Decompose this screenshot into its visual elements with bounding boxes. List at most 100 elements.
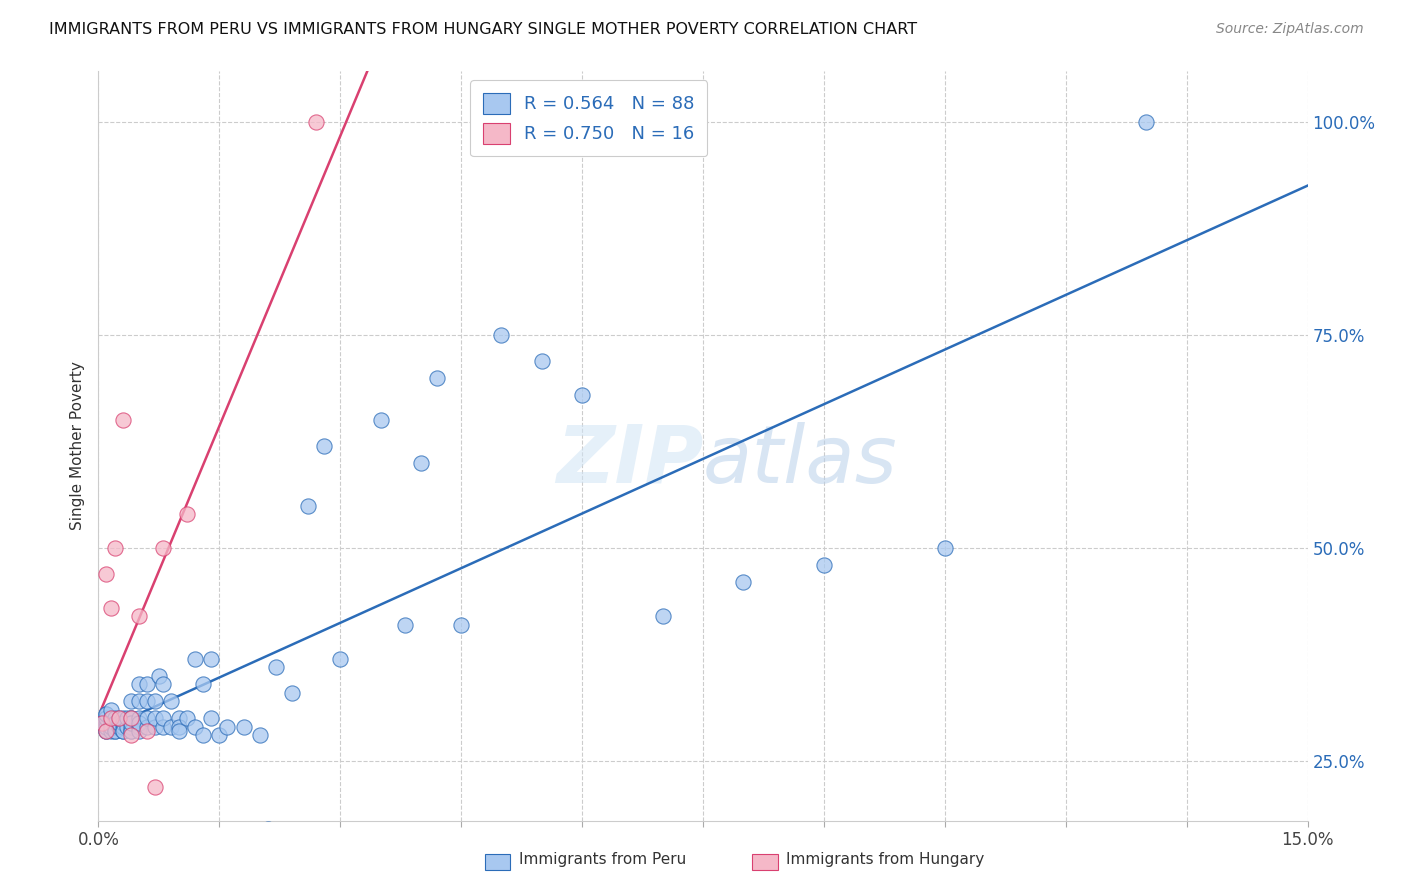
Point [329,652,352,666]
Legend: R = 0.564   N = 88, R = 0.750   N = 16: R = 0.564 N = 88, R = 0.750 N = 16 [470,80,707,156]
Text: ZIP: ZIP [555,422,703,500]
Text: Immigrants from Hungary: Immigrants from Hungary [786,852,984,867]
Point [111,715,134,730]
Point [128,724,150,739]
Point [120,724,142,739]
Point [96,715,118,730]
Point [426,371,449,385]
Point [193,729,215,743]
Point [96,720,118,734]
Point [200,711,222,725]
Point [96,724,118,739]
Point [264,660,287,674]
Point [651,609,673,624]
Point [91,715,114,730]
Point [100,703,122,717]
Point [107,711,129,725]
Point [100,711,122,725]
Point [143,694,166,708]
Point [200,652,222,666]
Point [148,669,170,683]
Point [135,720,157,734]
Point [135,711,157,725]
Point [232,720,254,734]
Point [813,558,835,573]
Point [143,720,166,734]
Point [167,724,190,739]
Point [160,720,183,734]
Point [120,711,142,725]
Point [152,720,174,734]
Point [103,724,125,739]
Point [111,711,134,725]
Point [394,617,416,632]
Point [103,720,125,734]
Point [530,354,553,368]
Point [107,715,129,730]
Point [733,575,755,590]
Point [167,720,190,734]
Point [128,694,150,708]
Point [100,720,122,734]
Point [120,715,142,730]
Point [128,609,150,624]
Text: atlas: atlas [703,422,898,500]
Point [111,720,134,734]
Point [208,729,231,743]
Point [491,328,513,343]
Text: Source: ZipAtlas.com: Source: ZipAtlas.com [1216,22,1364,37]
Point [115,720,138,734]
Point [135,724,157,739]
Point [370,413,392,427]
Point [128,677,150,691]
Point [103,541,125,556]
Point [100,724,122,739]
Point [249,729,271,743]
Point [120,694,142,708]
Point [107,711,129,725]
Point [176,711,198,725]
Point [100,715,122,730]
Point [96,711,118,725]
Point [96,711,118,725]
Point [193,677,215,691]
Point [1135,115,1157,129]
Point [91,715,114,730]
Point [450,617,472,632]
Point [297,499,319,513]
Point [184,652,207,666]
Point [217,720,239,734]
Point [111,413,134,427]
Point [409,456,432,470]
Point [103,724,125,739]
Point [120,729,142,743]
Point [96,566,118,581]
Point [160,694,183,708]
Point [167,711,190,725]
Text: Immigrants from Peru: Immigrants from Peru [519,852,686,867]
Point [184,720,207,734]
Point [128,720,150,734]
Point [135,694,157,708]
Point [143,711,166,725]
Point [305,115,328,129]
Point [103,715,125,730]
Point [96,724,118,739]
Point [152,677,174,691]
Point [100,711,122,725]
Point [143,780,166,794]
Point [103,711,125,725]
Point [96,707,118,722]
Point [128,711,150,725]
Point [96,707,118,722]
Point [256,822,278,837]
Point [120,711,142,725]
Point [111,724,134,739]
Point [111,724,134,739]
Y-axis label: Single Mother Poverty: Single Mother Poverty [69,361,84,531]
Text: IMMIGRANTS FROM PERU VS IMMIGRANTS FROM HUNGARY SINGLE MOTHER POVERTY CORRELATIO: IMMIGRANTS FROM PERU VS IMMIGRANTS FROM … [49,22,917,37]
Point [135,677,157,691]
Point [152,711,174,725]
Point [100,600,122,615]
Point [152,541,174,556]
